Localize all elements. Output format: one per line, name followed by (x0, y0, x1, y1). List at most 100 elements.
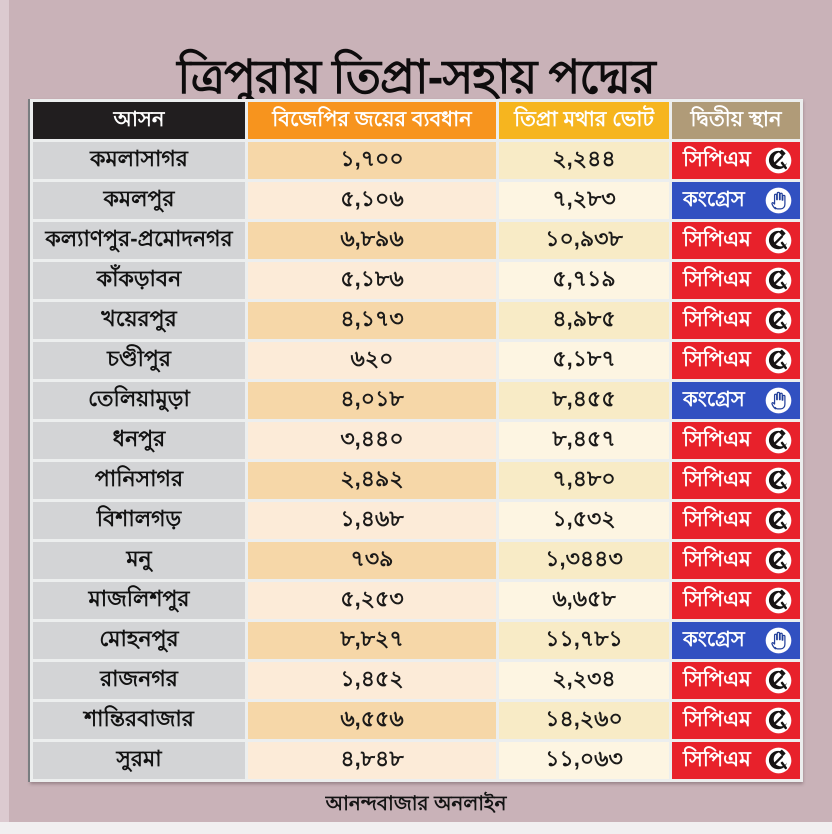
party-label: সিপিএম (683, 228, 751, 251)
bjp-margin-cell: ২,৪৯২ (248, 462, 496, 499)
seat-cell: মোহনপুর (33, 622, 245, 659)
second-place-cell: সিপিএম (672, 702, 800, 739)
second-place-cell: কংগ্রেস (672, 182, 800, 219)
column-header-seat: আসন (33, 102, 245, 139)
party-label: সিপিএম (683, 468, 751, 491)
hammer-sickle-icon (765, 267, 792, 294)
second-place-cell: সিপিএম (672, 742, 800, 779)
election-results-table: আসন বিজেপির জয়ের ব্যবধান তিপ্রা মথার ভো… (30, 99, 803, 782)
tipra-votes-cell: ৮,৪৫৭ (499, 422, 669, 459)
bjp-margin-cell: ৬২০ (248, 342, 496, 379)
hammer-sickle-icon (765, 547, 792, 574)
column-header-tipra-votes: তিপ্রা মথার ভোট (499, 102, 669, 139)
party-label: কংগ্রেস (683, 388, 745, 411)
hammer-sickle-icon (765, 587, 792, 614)
bjp-margin-cell: ৮,৮২৭ (248, 622, 496, 659)
seat-cell: কমলাসাগর (33, 142, 245, 179)
seat-cell: মনু (33, 542, 245, 579)
bjp-margin-cell: ৫,২৫৩ (248, 582, 496, 619)
hand-icon (765, 187, 792, 214)
seat-cell: পানিসাগর (33, 462, 245, 499)
bjp-margin-cell: ১,৪৬৮ (248, 502, 496, 539)
second-place-cell: সিপিএম (672, 142, 800, 179)
tipra-votes-cell: ৫,১৮৭ (499, 342, 669, 379)
page-title: ত্রিপুরায় তিপ্রা-সহায় পদ্মের (177, 50, 656, 104)
hammer-sickle-icon (765, 707, 792, 734)
hammer-sickle-icon (765, 347, 792, 374)
tipra-votes-cell: ২,২৪৪ (499, 142, 669, 179)
tipra-votes-cell: ৬,৬৫৮ (499, 582, 669, 619)
tipra-votes-cell: ৭,৪৮০ (499, 462, 669, 499)
hammer-sickle-icon (765, 467, 792, 494)
column-header-second-place: দ্বিতীয় স্থান (672, 102, 800, 139)
tipra-votes-cell: ৫,৭১৯ (499, 262, 669, 299)
seat-cell: ধনপুর (33, 422, 245, 459)
tipra-votes-cell: ৭,২৮৩ (499, 182, 669, 219)
party-label: সিপিএম (683, 148, 751, 171)
party-label: সিপিএম (683, 348, 751, 371)
bjp-margin-cell: ৭৩৯ (248, 542, 496, 579)
hand-icon (765, 627, 792, 654)
second-place-cell: কংগ্রেস (672, 382, 800, 419)
tipra-votes-cell: ২,২৩৪ (499, 662, 669, 699)
seat-cell: কাঁকড়াবন (33, 262, 245, 299)
second-place-cell: সিপিএম (672, 422, 800, 459)
seat-cell: মাজলিশপুর (33, 582, 245, 619)
second-place-cell: কংগ্রেস (672, 622, 800, 659)
hammer-sickle-icon (765, 227, 792, 254)
party-label: সিপিএম (683, 548, 751, 571)
bjp-margin-cell: ৪,১৭৩ (248, 302, 496, 339)
bjp-margin-cell: ৬,৫৫৬ (248, 702, 496, 739)
second-place-cell: সিপিএম (672, 262, 800, 299)
party-label: সিপিএম (683, 508, 751, 531)
second-place-cell: সিপিএম (672, 502, 800, 539)
second-place-cell: সিপিএম (672, 542, 800, 579)
seat-cell: শান্তিরবাজার (33, 702, 245, 739)
party-label: সিপিএম (683, 708, 751, 731)
second-place-cell: সিপিএম (672, 662, 800, 699)
left-edge-strip (0, 0, 9, 834)
hammer-sickle-icon (765, 147, 792, 174)
tipra-votes-cell: ৪,৯৮৫ (499, 302, 669, 339)
tipra-votes-cell: ৮,৪৫৫ (499, 382, 669, 419)
bjp-margin-cell: ৫,১০৬ (248, 182, 496, 219)
party-label: সিপিএম (683, 428, 751, 451)
seat-cell: কল্যাণপুর-প্রমোদনগর (33, 222, 245, 259)
party-label: সিপিএম (683, 308, 751, 331)
hammer-sickle-icon (765, 307, 792, 334)
party-label: সিপিএম (683, 268, 751, 291)
tipra-votes-cell: ১১,০৬৩ (499, 742, 669, 779)
seat-cell: রাজনগর (33, 662, 245, 699)
seat-cell: তেলিয়ামুড়া (33, 382, 245, 419)
bottom-strip (0, 822, 832, 834)
seat-cell: সুরমা (33, 742, 245, 779)
hand-icon (765, 387, 792, 414)
hammer-sickle-icon (765, 747, 792, 774)
seat-cell: চণ্ডীপুর (33, 342, 245, 379)
second-place-cell: সিপিএম (672, 302, 800, 339)
hammer-sickle-icon (765, 507, 792, 534)
party-label: সিপিএম (683, 588, 751, 611)
tipra-votes-cell: ১,৫৩২ (499, 502, 669, 539)
tipra-votes-cell: ১০,৯৩৮ (499, 222, 669, 259)
bjp-margin-cell: ৪,৮৪৮ (248, 742, 496, 779)
party-label: কংগ্রেস (683, 628, 745, 651)
seat-cell: বিশালগড় (33, 502, 245, 539)
bjp-margin-cell: ১,৭০০ (248, 142, 496, 179)
party-label: কংগ্রেস (683, 188, 745, 211)
bjp-margin-cell: ১,৪৫২ (248, 662, 496, 699)
seat-cell: খয়েরপুর (33, 302, 245, 339)
tipra-votes-cell: ১,৩৪৪৩ (499, 542, 669, 579)
bjp-margin-cell: ৫,১৮৬ (248, 262, 496, 299)
source-credit: আনন্দবাজার অনলাইন (325, 793, 507, 815)
bjp-margin-cell: ৬,৮৯৬ (248, 222, 496, 259)
party-label: সিপিএম (683, 668, 751, 691)
second-place-cell: সিপিএম (672, 582, 800, 619)
second-place-cell: সিপিএম (672, 222, 800, 259)
bjp-margin-cell: ৩,৪৪০ (248, 422, 496, 459)
tipra-votes-cell: ১৪,২৬০ (499, 702, 669, 739)
second-place-cell: সিপিএম (672, 342, 800, 379)
seat-cell: কমলপুর (33, 182, 245, 219)
tipra-votes-cell: ১১,৭৮১ (499, 622, 669, 659)
second-place-cell: সিপিএম (672, 462, 800, 499)
